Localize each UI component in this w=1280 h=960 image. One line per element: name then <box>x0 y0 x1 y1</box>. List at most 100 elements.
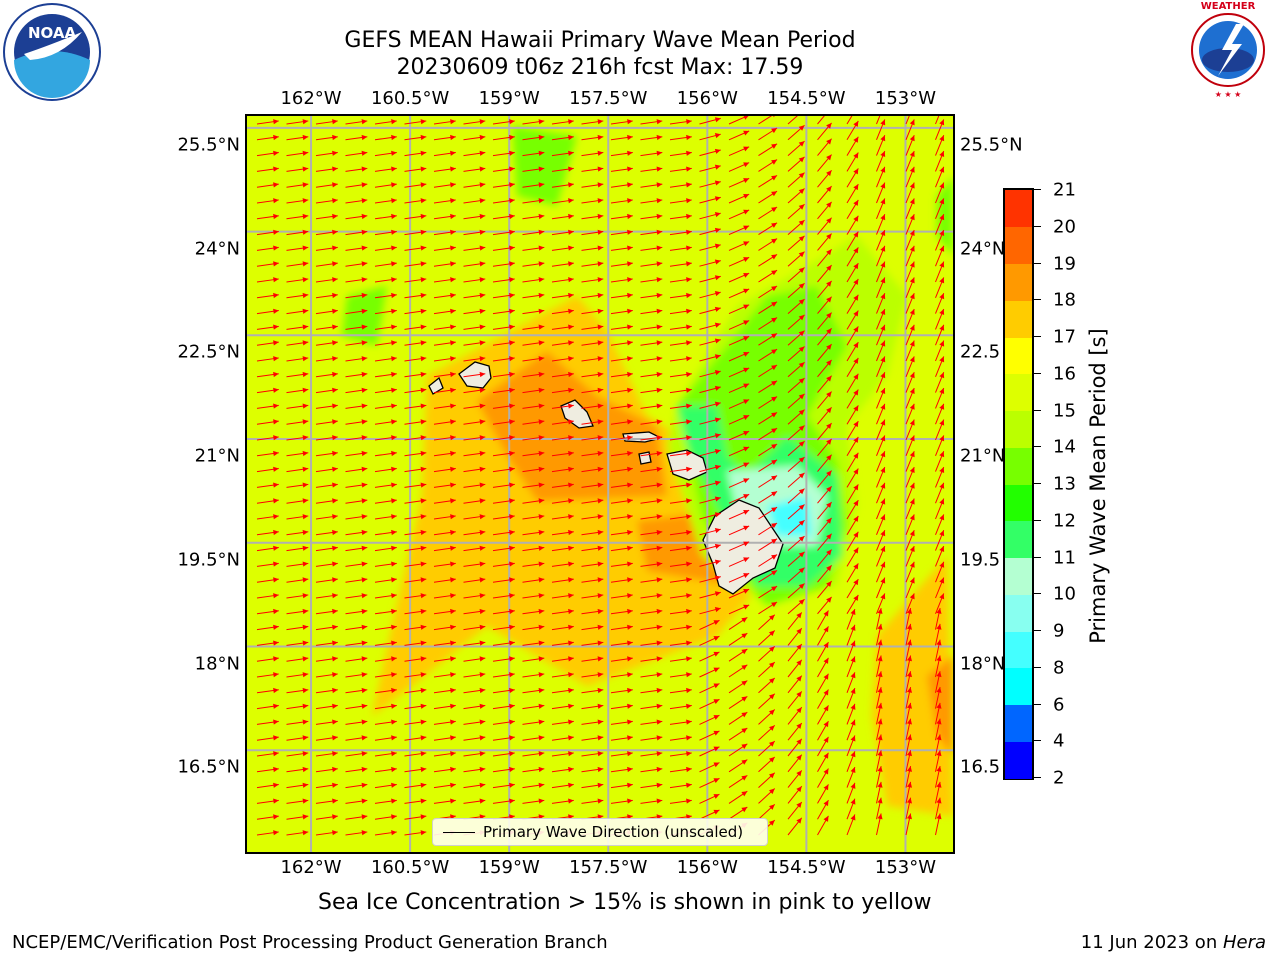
wave-arrow-head <box>302 466 309 472</box>
wave-arrow-head <box>906 702 913 709</box>
wave-arrow-head <box>391 134 397 141</box>
wave-arrow-head <box>273 814 279 820</box>
wave-arrow-head <box>627 577 633 583</box>
wave-arrow-head <box>479 482 486 488</box>
wave-arrow-head <box>273 229 279 235</box>
wave-arrow-head <box>420 751 427 757</box>
wave-arrow-head <box>509 182 515 188</box>
wave-arrow-head <box>798 314 805 321</box>
wave-arrow-head <box>798 283 805 289</box>
wave-arrow-head <box>713 651 720 657</box>
wave-arrow-head <box>850 735 856 742</box>
wave-arrow-head <box>420 735 427 741</box>
wave-arrow-head <box>420 482 427 488</box>
wave-arrow-head <box>826 296 832 303</box>
wave-arrow-head <box>302 814 309 820</box>
wave-arrow-head <box>420 292 427 299</box>
wave-arrow-head <box>826 138 832 145</box>
wave-arrow-head <box>826 170 832 177</box>
wave-arrow-head <box>939 230 945 236</box>
wave-arrow-head <box>823 642 829 649</box>
wave-arrow-head <box>936 608 942 614</box>
wave-arrow-head <box>391 529 397 536</box>
wave-arrow-head <box>332 782 338 788</box>
wave-arrow-head <box>768 630 775 637</box>
wave-arrow-head <box>597 687 604 694</box>
wave-arrow-head <box>906 797 913 804</box>
wave-arrow-head <box>686 577 692 583</box>
wave-arrow-head <box>714 449 721 455</box>
colorbar-tick-mark <box>1034 262 1041 264</box>
wave-arrow-head <box>906 750 913 757</box>
wave-arrow-head <box>479 703 486 709</box>
footer-host: Hera <box>1222 932 1266 953</box>
wave-arrow-head <box>302 672 309 678</box>
wave-arrow-head <box>853 294 859 301</box>
wave-arrow-head <box>796 723 802 729</box>
wave-arrow-head <box>743 399 750 405</box>
wave-arrow-head <box>714 559 721 565</box>
wave-arrow-head <box>826 423 832 429</box>
wave-arrow-head <box>361 782 368 788</box>
wave-arrow-head <box>597 735 604 741</box>
wave-arrow-head <box>479 450 486 457</box>
wave-arrow-head <box>391 324 397 330</box>
wave-arrow-head <box>509 766 515 773</box>
wave-arrow-head <box>906 623 913 630</box>
wave-arrow-head <box>880 514 886 521</box>
wave-arrow-head <box>420 529 427 536</box>
wave-arrow-head <box>361 514 368 520</box>
wave-arrow-head <box>939 324 945 331</box>
wave-arrow-head <box>796 612 802 619</box>
wave-arrow-head <box>568 545 574 551</box>
wave-arrow-head <box>850 624 856 631</box>
wave-arrow-head <box>936 671 942 678</box>
wave-arrow-head <box>391 119 397 125</box>
wave-arrow-head <box>627 134 633 141</box>
wave-arrow-head <box>798 299 805 305</box>
wave-arrow-head <box>826 391 832 398</box>
wave-arrow-head <box>656 324 663 330</box>
wave-arrow-head <box>538 640 545 646</box>
wave-arrow-head <box>823 768 829 775</box>
wave-arrow-head <box>391 466 397 472</box>
wave-arrow-head <box>850 640 856 647</box>
wave-arrow-head <box>686 735 692 741</box>
wave-arrow-head <box>714 607 721 613</box>
wave-arrow-head <box>909 166 915 173</box>
wave-arrow-head <box>939 451 945 458</box>
wave-arrow-head <box>420 719 427 725</box>
wave-arrow-head <box>880 182 886 189</box>
lat-tick-left: 18°N <box>194 653 240 675</box>
wave-arrow-head <box>909 403 915 410</box>
wave-arrow-head <box>479 640 486 646</box>
colorbar-segment <box>1005 337 1032 375</box>
wave-arrow-head <box>686 150 692 156</box>
wave-arrow-head <box>302 277 309 283</box>
wave-arrow-head <box>361 687 368 694</box>
wave-arrow-head <box>853 468 859 475</box>
wave-arrow-head <box>771 175 778 181</box>
wave-arrow-head <box>597 356 604 362</box>
wave-arrow-head <box>741 807 748 813</box>
wave-arrow-head <box>597 213 604 220</box>
wave-arrow-head <box>420 277 427 283</box>
wave-arrow-head <box>909 451 915 458</box>
wave-arrow-head <box>509 703 515 709</box>
wave-arrow-head <box>332 624 338 630</box>
wave-arrow-head <box>509 292 515 299</box>
wave-arrow-head <box>273 371 279 378</box>
wave-arrow-head <box>627 561 633 567</box>
wave-arrow-head <box>656 782 663 788</box>
wave-arrow-head <box>853 531 859 538</box>
wave-arrow-head <box>568 798 574 804</box>
wave-arrow-head <box>332 213 338 220</box>
wave-arrow-head <box>627 514 633 520</box>
wave-arrow-head <box>273 751 279 757</box>
wave-arrow-head <box>853 547 859 554</box>
wave-arrow-head <box>686 751 692 757</box>
wave-arrow-head <box>568 577 574 583</box>
wave-arrow-head <box>302 593 309 599</box>
wave-arrow-head <box>391 735 397 741</box>
wave-arrow-head <box>420 356 427 362</box>
